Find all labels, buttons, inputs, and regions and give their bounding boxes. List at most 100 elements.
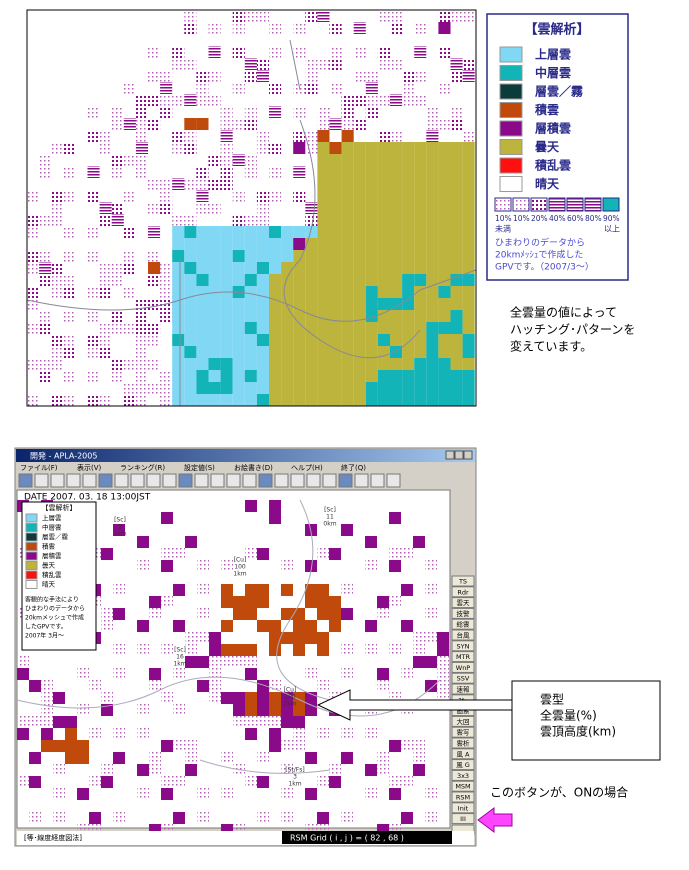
toolbar-button[interactable]	[210, 473, 225, 488]
window-button[interactable]	[445, 450, 455, 460]
side-button[interactable]	[451, 618, 475, 630]
toolbar-button[interactable]	[354, 473, 369, 488]
map-cell	[160, 394, 173, 406]
map-cell	[377, 202, 390, 214]
side-button[interactable]	[451, 586, 475, 598]
menu-item[interactable]: 設定値(S)	[184, 463, 215, 472]
toolbar-button[interactable]	[162, 473, 177, 488]
app-coastline	[16, 499, 441, 774]
app-legend-note: したGPVです。	[25, 624, 67, 631]
toolbar-button[interactable]	[34, 473, 49, 488]
side-button[interactable]	[451, 769, 475, 781]
window-button[interactable]	[463, 450, 473, 460]
map-cell	[220, 154, 233, 166]
toolbar-button[interactable]	[18, 473, 33, 488]
menu-item[interactable]: 終了(Q)	[341, 463, 366, 472]
app-map-cell	[257, 704, 269, 716]
map-cell	[462, 130, 475, 142]
toolbar-button[interactable]	[338, 473, 353, 488]
side-button-label[interactable]: SSV	[457, 675, 470, 683]
side-button-label[interactable]: WnP	[456, 664, 471, 672]
toolbar-button[interactable]	[82, 473, 97, 488]
toolbar-button[interactable]	[242, 473, 257, 488]
side-button[interactable]	[451, 737, 475, 749]
description: 変えています。	[510, 339, 592, 354]
menu-item[interactable]: ヘルプ(H)	[291, 464, 323, 472]
map-cell	[390, 358, 403, 370]
side-button-label[interactable]: 雲天	[457, 599, 471, 607]
map-cell	[365, 82, 378, 94]
side-button-label[interactable]: 雲析	[457, 739, 471, 748]
toolbar-button[interactable]	[146, 473, 161, 488]
side-button-label[interactable]: III	[460, 815, 466, 823]
side-button[interactable]	[451, 575, 475, 587]
map-cell	[305, 214, 318, 226]
side-button-label[interactable]: Rdr	[457, 588, 469, 596]
toolbar-button[interactable]	[258, 473, 273, 488]
toolbar-button[interactable]	[50, 473, 65, 488]
toolbar-button[interactable]	[226, 473, 241, 488]
side-button-label[interactable]: SYN	[457, 642, 470, 650]
side-button[interactable]	[451, 629, 475, 641]
side-button[interactable]	[451, 597, 475, 609]
toolbar-button[interactable]	[98, 473, 113, 488]
toolbar-button[interactable]	[290, 473, 305, 488]
side-button[interactable]	[451, 726, 475, 738]
side-button-label[interactable]: 風 A	[456, 750, 470, 758]
toolbar-button[interactable]	[306, 473, 321, 488]
side-button-label[interactable]: 総雲	[457, 620, 471, 629]
toolbar-button[interactable]	[66, 473, 81, 488]
side-button[interactable]	[451, 748, 475, 760]
side-button[interactable]	[451, 607, 475, 619]
map-cell	[232, 346, 245, 358]
side-button[interactable]	[451, 715, 475, 727]
map-cell	[244, 322, 257, 334]
toolbar-button[interactable]	[130, 473, 145, 488]
app-map-cell	[257, 716, 269, 728]
side-button[interactable]	[451, 759, 475, 771]
menu-item[interactable]: ファイル(F)	[20, 464, 58, 472]
menu-item[interactable]: 表示(V)	[77, 463, 102, 472]
map-cell	[414, 70, 427, 82]
toolbar-button[interactable]	[274, 473, 289, 488]
side-button[interactable]	[451, 683, 475, 695]
hatch-swatch	[530, 197, 548, 212]
side-button-label[interactable]: 技警	[457, 609, 471, 618]
map-cell	[305, 142, 318, 154]
menu-item[interactable]: お絵書き(D)	[234, 463, 273, 472]
side-button[interactable]	[451, 651, 475, 663]
side-button[interactable]	[451, 661, 475, 673]
side-button[interactable]	[451, 813, 475, 825]
side-button-label[interactable]: 台風	[457, 631, 471, 640]
side-button[interactable]	[451, 802, 475, 814]
side-button-label[interactable]: Init	[458, 804, 469, 812]
app-map-cell	[173, 584, 185, 596]
toolbar-button[interactable]	[386, 473, 401, 488]
map-cell	[305, 334, 318, 346]
map-cell	[232, 190, 245, 202]
menu-item[interactable]: ランキング(R)	[120, 463, 165, 472]
map-cell	[208, 322, 221, 334]
side-button-label[interactable]: 画索	[457, 706, 471, 715]
side-button-label[interactable]: TS	[458, 578, 467, 586]
side-button[interactable]	[451, 780, 475, 792]
side-button-label[interactable]: MTR	[456, 653, 471, 661]
side-button[interactable]	[451, 640, 475, 652]
window-button[interactable]	[454, 450, 464, 460]
toolbar-button[interactable]	[114, 473, 129, 488]
side-button-label[interactable]: 3x3	[457, 772, 469, 780]
map-cell	[402, 202, 415, 214]
side-button-label[interactable]: 速報	[457, 686, 471, 694]
side-button-label[interactable]: 大回	[457, 717, 470, 726]
app-map-cell	[389, 560, 401, 572]
toolbar-button[interactable]	[194, 473, 209, 488]
side-button-label[interactable]: MSM	[455, 783, 470, 791]
side-button[interactable]	[451, 791, 475, 803]
toolbar-button[interactable]	[178, 473, 193, 488]
side-button-label[interactable]: 風 G	[456, 761, 470, 769]
toolbar-button[interactable]	[322, 473, 337, 488]
toolbar-button[interactable]	[370, 473, 385, 488]
side-button-label[interactable]: 雲写	[457, 729, 470, 737]
side-button-label[interactable]: RSM	[456, 794, 470, 802]
side-button[interactable]	[451, 672, 475, 684]
